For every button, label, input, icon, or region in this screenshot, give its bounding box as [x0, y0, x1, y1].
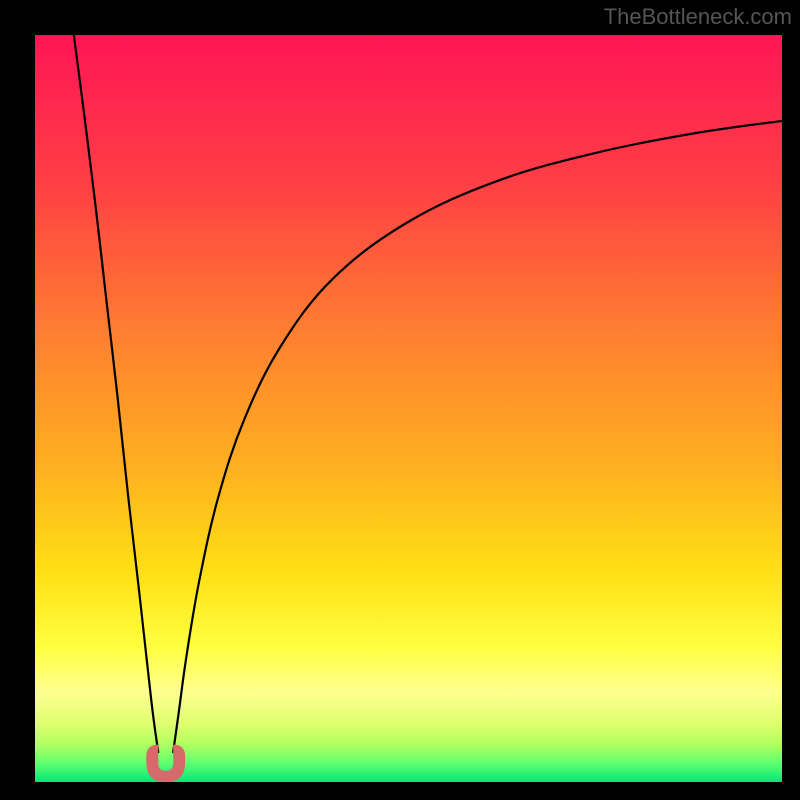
chart-container: TheBottleneck.com [0, 0, 800, 800]
plot-area [35, 35, 782, 782]
plot-svg [35, 35, 782, 782]
watermark-text: TheBottleneck.com [604, 4, 792, 30]
